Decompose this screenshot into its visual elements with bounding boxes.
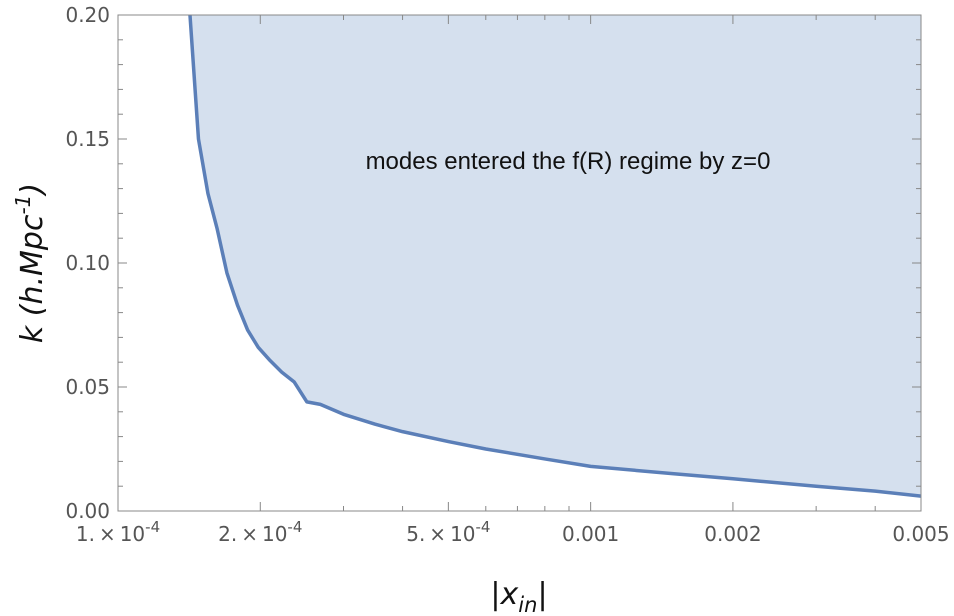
y-tick-label: 0.00 (65, 499, 110, 523)
region-annotation: modes entered the f(R) regime by z=0 (366, 148, 771, 175)
x-axis-label: |xin| (490, 577, 547, 616)
y-tick-label: 0.10 (65, 251, 110, 275)
x-tick-label: 0.002 (704, 522, 761, 546)
shaded-region (189, 15, 922, 497)
x-tick-label: 2. × 10-4 (218, 518, 302, 546)
y-tick-label: 0.15 (65, 127, 110, 151)
x-tick-label: 1. × 10-4 (76, 518, 160, 546)
y-tick-label: 0.05 (65, 375, 110, 399)
x-tick-label: 5. × 10-4 (406, 518, 490, 546)
axes: 1. × 10-4 2. × 10-4 5. × 10-4 0.001 0.002 0.0… (65, 3, 949, 546)
y-tick-label: 0.20 (65, 3, 110, 27)
boundary-curve (188, 14, 922, 498)
y-axis-label: k (h.Mpc-1) (11, 183, 50, 343)
x-tick-label: 0.001 (562, 522, 619, 546)
x-tick-label: 0.005 (892, 522, 949, 546)
plot-area (188, 14, 922, 498)
